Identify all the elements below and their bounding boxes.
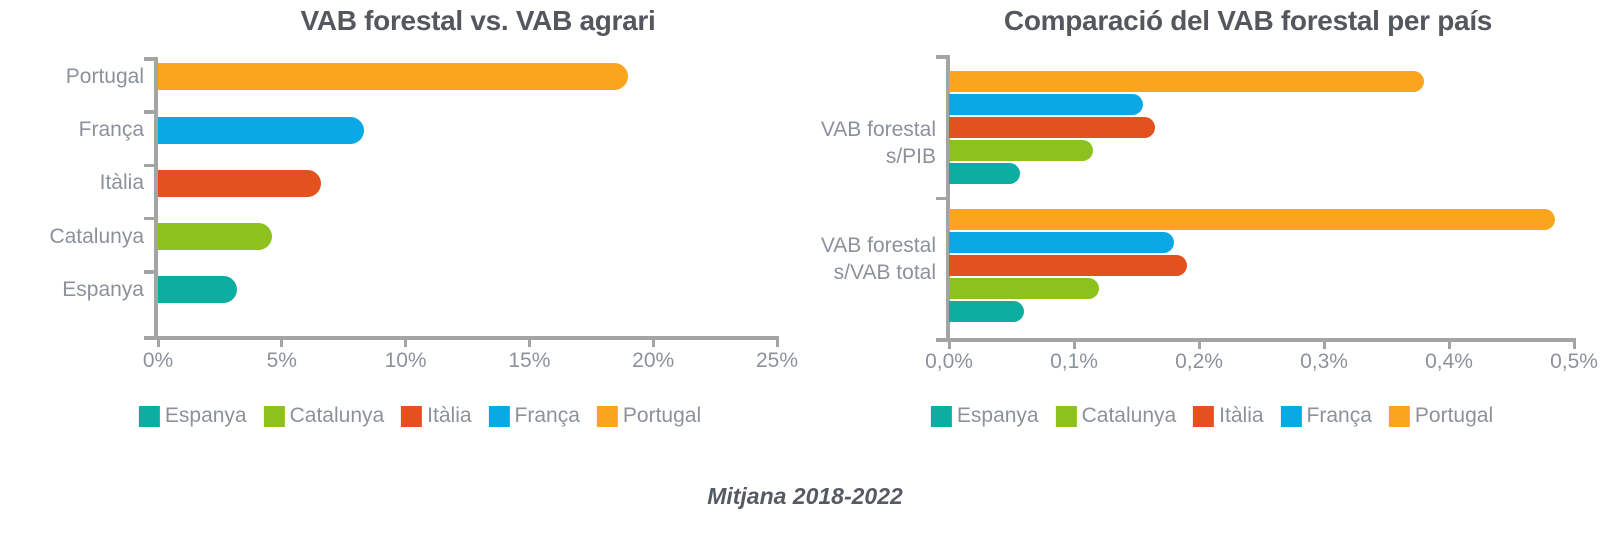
x-tick-label: 0,3% <box>1300 350 1348 373</box>
legend-label: Espanya <box>956 404 1039 427</box>
x-tick <box>156 336 160 347</box>
y-axis-tick <box>144 216 157 221</box>
legend-swatch-frança <box>488 405 510 427</box>
y-axis-tick <box>936 55 949 59</box>
x-tick-label: 0,1% <box>1050 350 1098 373</box>
legend-label: França <box>514 404 580 427</box>
y-axis-tick <box>144 57 157 61</box>
bar-espanya-group2 <box>949 300 1024 322</box>
x-tick-label: 15% <box>508 349 551 372</box>
legend-swatch-itàlia <box>401 405 423 427</box>
x-tick <box>775 336 779 347</box>
legend-swatch-portugal <box>596 405 618 427</box>
category-label: Espanya <box>62 277 144 301</box>
legend-swatch-catalunya <box>263 405 285 427</box>
y-axis-tick <box>144 270 157 274</box>
category-label: Catalunya <box>49 224 144 248</box>
x-tick-label: 10% <box>384 349 427 372</box>
group-label-line: s/PIB <box>885 145 936 168</box>
legend-item-catalunya: Catalunya <box>1055 404 1177 428</box>
legend-swatch-frança <box>1280 405 1302 427</box>
x-axis-line <box>936 338 1576 342</box>
legend-label: Catalunya <box>1081 404 1177 427</box>
legend-item-espanya: Espanya <box>138 404 247 428</box>
y-axis-tick <box>144 163 157 168</box>
group-label-line: VAB forestal <box>820 234 936 257</box>
group-label: VAB forestal s/VAB total <box>700 232 936 286</box>
group-label: VAB forestal s/PIB <box>700 116 936 170</box>
bar-catalunya-group2 <box>949 277 1099 299</box>
bar-catalunya-group1 <box>949 140 1093 161</box>
y-axis-tick <box>936 196 949 200</box>
x-tick-label: 0,5% <box>1550 350 1598 373</box>
bar-espanya-group1 <box>949 163 1021 184</box>
chart-left-title: VAB forestal vs. VAB agrari <box>300 5 656 36</box>
legend-swatch-itàlia <box>1193 405 1215 427</box>
legend-swatch-catalunya <box>1055 405 1077 427</box>
category-label: França <box>78 118 144 141</box>
legend-label: Portugal <box>622 404 702 427</box>
y-axis-line <box>154 57 158 336</box>
legend-label: Portugal <box>1414 404 1494 427</box>
bar-frança-group1 <box>949 94 1143 115</box>
bar-portugal-group2 <box>949 208 1556 230</box>
legend-item-itàlia: Itàlia <box>1193 404 1264 428</box>
bar-itàlia-group2 <box>949 254 1187 276</box>
x-tick-label: 0% <box>142 349 174 372</box>
x-tick <box>527 336 531 347</box>
x-tick <box>1447 338 1451 349</box>
y-axis-tick <box>144 110 157 114</box>
legend-item-frança: França <box>488 404 580 428</box>
x-tick-label: 20% <box>632 349 675 372</box>
bar-itàlia-group1 <box>949 117 1156 138</box>
legend-label: França <box>1306 404 1372 427</box>
group-label-line: VAB forestal <box>820 118 936 141</box>
x-tick-label: 25% <box>755 349 799 372</box>
chart-right-legend: Espanya Catalunya Itàlia França Portugal <box>930 404 1494 428</box>
bar-portugal <box>158 63 629 91</box>
legend-item-portugal: Portugal <box>1388 404 1494 428</box>
x-tick-label: 0,0% <box>925 350 973 373</box>
x-tick <box>1197 338 1201 349</box>
legend-label: Itàlia <box>427 404 472 427</box>
category-label: Portugal <box>65 64 144 88</box>
bar-frança-group2 <box>949 231 1174 253</box>
x-tick <box>404 336 408 347</box>
x-tick-label: 5% <box>266 349 297 372</box>
legend-label: Itàlia <box>1219 404 1264 427</box>
bar-itàlia <box>158 169 322 197</box>
bar-frança <box>158 116 364 144</box>
chart-left-legend: Espanya Catalunya Itàlia França Portugal <box>138 404 702 428</box>
caption: Mitjana 2018-2022 <box>707 483 903 509</box>
legend-swatch-portugal <box>1388 405 1410 427</box>
legend-item-espanya: Espanya <box>930 404 1039 428</box>
legend-item-catalunya: Catalunya <box>263 404 385 428</box>
legend-item-portugal: Portugal <box>596 404 702 428</box>
legend-swatch-espanya <box>930 405 952 427</box>
x-tick <box>651 336 655 347</box>
x-tick <box>1072 338 1076 349</box>
x-tick-label: 0,4% <box>1425 350 1473 373</box>
bar-portugal-group1 <box>949 71 1424 92</box>
legend-label: Catalunya <box>289 404 385 427</box>
chart-right-title: Comparació del VAB forestal per país <box>1003 5 1493 36</box>
category-label: Itàlia <box>99 171 144 195</box>
x-tick-label: 0,2% <box>1175 350 1223 373</box>
bar-catalunya <box>158 223 272 251</box>
legend-swatch-espanya <box>138 405 160 427</box>
legend-item-frança: França <box>1280 404 1372 428</box>
bar-espanya <box>158 276 238 304</box>
legend-item-itàlia: Itàlia <box>401 404 472 428</box>
legend-label: Espanya <box>164 404 247 427</box>
x-tick <box>280 336 284 347</box>
x-axis-line <box>144 336 779 340</box>
x-tick <box>1322 338 1326 349</box>
x-tick <box>947 338 951 349</box>
group-label-line: s/VAB total <box>833 261 936 284</box>
x-tick <box>1572 338 1576 349</box>
